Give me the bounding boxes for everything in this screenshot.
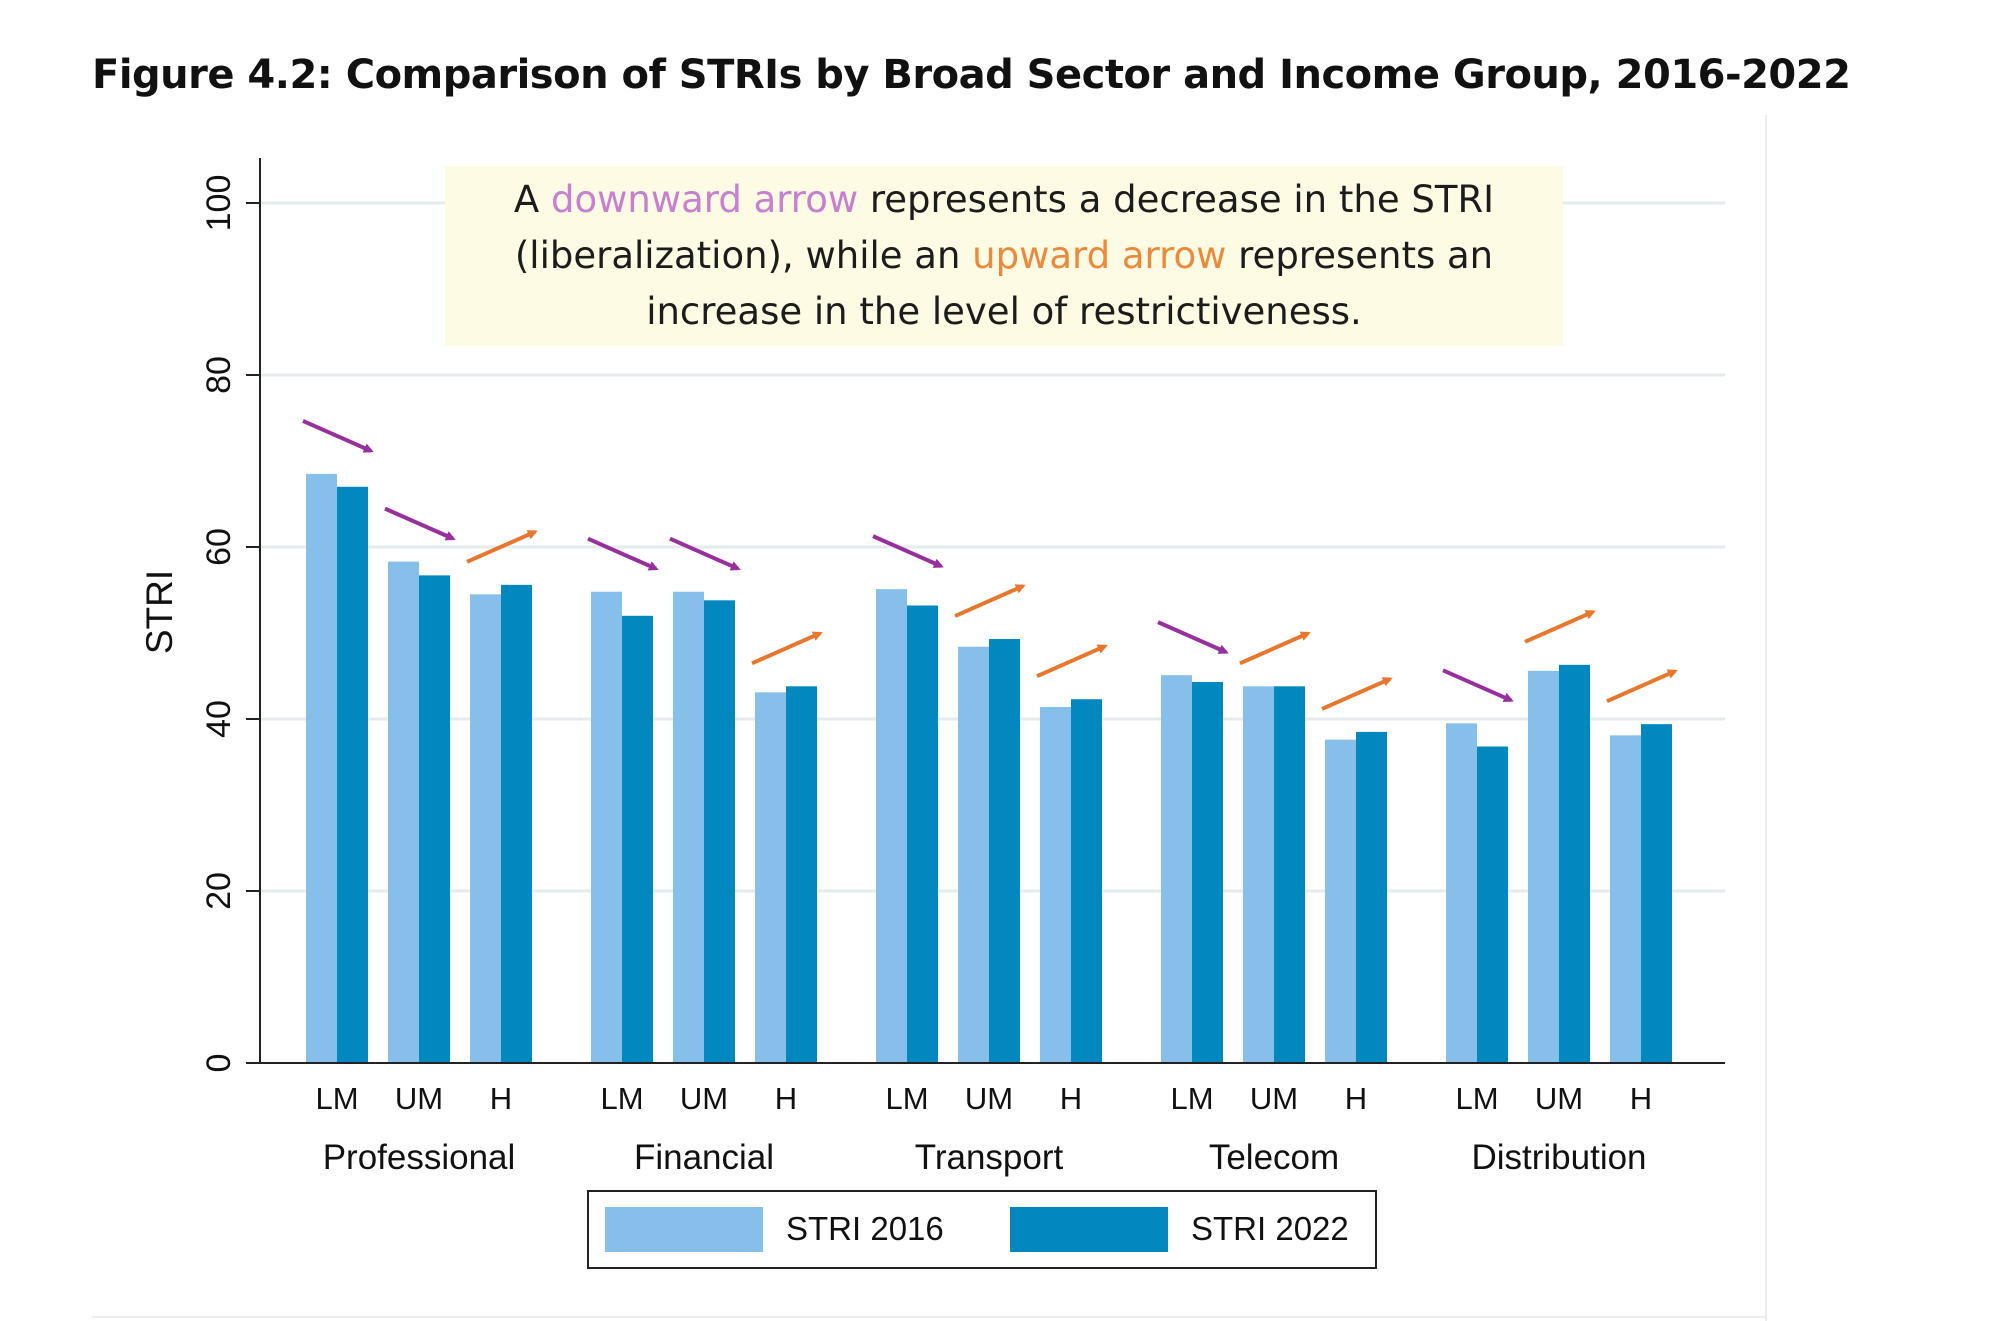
downward-arrow-icon xyxy=(384,506,456,541)
bar-2022-transport-um xyxy=(989,639,1020,1063)
x-group-label: UM xyxy=(395,1081,443,1116)
downward-arrow-icon xyxy=(872,534,944,568)
bar-2016-professional-lm xyxy=(306,473,337,1063)
annotation-note: A downward arrow represents a decrease i… xyxy=(445,166,1563,346)
bar-2016-transport-um xyxy=(958,646,989,1063)
bar-2022-financial-h xyxy=(786,686,817,1063)
figure-title: Figure 4.2: Comparison of STRIs by Broad… xyxy=(92,52,1851,98)
x-group-label: H xyxy=(490,1081,512,1116)
legend: STRI 2016 STRI 2022 xyxy=(587,1190,1377,1269)
note-part-1: A xyxy=(513,178,551,221)
bar-2016-financial-um xyxy=(673,591,704,1063)
bar-2016-telecom-um xyxy=(1243,686,1274,1063)
y-tick-label: 80 xyxy=(200,356,238,394)
legend-label-2016: STRI 2016 xyxy=(786,1210,944,1247)
bar-2022-professional-h xyxy=(501,584,532,1063)
bar-2022-telecom-lm xyxy=(1192,682,1223,1063)
x-sector-label: Distribution xyxy=(1471,1138,1646,1177)
bar-2022-transport-lm xyxy=(907,605,938,1063)
bar-2016-distribution-lm xyxy=(1446,723,1477,1063)
y-axis-title: STRI xyxy=(139,570,180,654)
x-group-label: UM xyxy=(1250,1081,1298,1116)
bar-2016-financial-h xyxy=(755,692,786,1063)
upward-arrow-icon xyxy=(466,530,538,564)
upward-arrow-icon xyxy=(954,584,1026,618)
change-arrows xyxy=(302,419,1678,711)
y-tick-label: 60 xyxy=(200,528,238,566)
bar-2022-professional-um xyxy=(419,575,450,1063)
x-group-label: LM xyxy=(1455,1081,1498,1116)
bars xyxy=(306,473,1672,1063)
y-tick-label: 0 xyxy=(200,1054,238,1073)
annotation-text: A downward arrow represents a decrease i… xyxy=(465,172,1543,340)
x-group-label: LM xyxy=(885,1081,928,1116)
upward-arrow-icon xyxy=(1036,644,1108,679)
bar-2016-telecom-lm xyxy=(1161,675,1192,1063)
downward-arrow-icon xyxy=(587,536,659,571)
y-tick-label: 100 xyxy=(200,175,238,232)
upward-arrow-icon xyxy=(1524,609,1596,644)
downward-arrow-icon xyxy=(1157,620,1229,654)
page-edge-right xyxy=(1765,115,1767,1321)
x-sector-label: Financial xyxy=(634,1138,774,1177)
note-part-3: represents an increase in the level of r… xyxy=(646,234,1494,333)
bar-2016-financial-lm xyxy=(591,591,622,1063)
legend-label-2022: STRI 2022 xyxy=(1191,1210,1349,1247)
bar-2022-transport-h xyxy=(1071,699,1102,1063)
x-group-label: LM xyxy=(315,1081,358,1116)
bar-2016-transport-lm xyxy=(876,589,907,1063)
bar-2022-distribution-lm xyxy=(1477,746,1508,1063)
x-group-label: LM xyxy=(1170,1081,1213,1116)
upward-arrow-icon xyxy=(1239,631,1311,666)
bar-2022-telecom-h xyxy=(1356,731,1387,1063)
bar-2022-distribution-h xyxy=(1641,724,1672,1063)
bar-2016-telecom-h xyxy=(1325,739,1356,1063)
y-tick-label: 40 xyxy=(200,700,238,738)
axes xyxy=(246,158,1725,1064)
upward-arrow-icon xyxy=(1321,677,1393,711)
legend-swatch-2016 xyxy=(605,1207,763,1252)
upward-arrow-icon xyxy=(751,631,823,666)
bar-2022-professional-lm xyxy=(337,486,368,1063)
bar-2016-distribution-h xyxy=(1610,735,1641,1063)
x-group-label: UM xyxy=(1535,1081,1583,1116)
x-group-label: H xyxy=(1345,1081,1367,1116)
upward-arrow-phrase: upward arrow xyxy=(972,234,1227,277)
page-edge-bottom xyxy=(92,1316,1767,1318)
bar-2016-transport-h xyxy=(1040,706,1071,1063)
bar-2016-distribution-um xyxy=(1528,670,1559,1063)
bar-2016-professional-um xyxy=(388,561,419,1063)
x-group-label: LM xyxy=(600,1081,643,1116)
bar-2022-financial-lm xyxy=(622,615,653,1063)
downward-arrow-icon xyxy=(1442,668,1514,703)
legend-swatch-2022 xyxy=(1010,1207,1168,1252)
x-sector-label: Transport xyxy=(915,1138,1064,1177)
x-sector-label: Professional xyxy=(323,1138,516,1177)
x-sector-label: Telecom xyxy=(1209,1138,1339,1177)
note-part-2: represents a decrease in the STRI (liber… xyxy=(514,178,1495,277)
downward-arrow-icon xyxy=(302,419,374,453)
x-group-label: UM xyxy=(680,1081,728,1116)
downward-arrow-icon xyxy=(669,536,741,571)
x-group-label: H xyxy=(775,1081,797,1116)
x-group-label: H xyxy=(1630,1081,1652,1116)
bar-2022-telecom-um xyxy=(1274,686,1305,1063)
downward-arrow-phrase: downward arrow xyxy=(550,178,859,221)
upward-arrow-icon xyxy=(1606,669,1678,703)
x-group-label: UM xyxy=(965,1081,1013,1116)
x-group-label: H xyxy=(1060,1081,1082,1116)
y-tick-label: 20 xyxy=(200,872,238,910)
bar-2016-professional-h xyxy=(470,594,501,1063)
bar-2022-financial-um xyxy=(704,600,735,1063)
bar-2022-distribution-um xyxy=(1559,664,1590,1063)
